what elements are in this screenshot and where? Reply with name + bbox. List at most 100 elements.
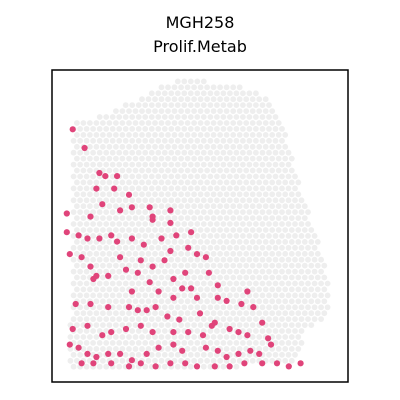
tissue-spot xyxy=(272,197,279,204)
tissue-spot xyxy=(142,316,149,322)
tissue-spot xyxy=(119,357,126,364)
tissue-spot xyxy=(266,185,272,192)
tissue-spot xyxy=(187,316,194,322)
tissue-spot xyxy=(165,108,171,114)
tissue-spot xyxy=(93,322,100,328)
tissue-spot xyxy=(207,197,214,204)
tissue-spot xyxy=(295,274,302,281)
tissue-spot xyxy=(135,316,142,322)
highlighted-spots xyxy=(63,126,304,370)
tissue-spot xyxy=(194,280,201,287)
tissue-spot xyxy=(210,179,217,186)
tissue-spot xyxy=(158,132,165,138)
tissue-spot xyxy=(246,125,253,132)
tissue-spot xyxy=(204,120,211,126)
tissue-spot xyxy=(217,274,224,281)
tissue-spot xyxy=(187,363,194,370)
tissue-spot xyxy=(204,322,211,328)
tissue-spot xyxy=(171,322,178,328)
tissue-spot xyxy=(174,351,181,358)
tissue-spot xyxy=(145,143,152,150)
tissue-spot xyxy=(256,346,263,352)
tissue-spot xyxy=(223,215,230,222)
tissue-spot xyxy=(194,221,201,227)
tissue-spot xyxy=(285,149,292,156)
tissue-spot xyxy=(171,132,178,138)
tissue-spot xyxy=(266,161,272,168)
tissue-spot xyxy=(305,316,311,322)
tissue-spot xyxy=(103,316,110,322)
tissue-spot xyxy=(210,155,217,162)
tissue-spot xyxy=(262,96,269,103)
tissue-spot xyxy=(217,132,224,138)
tissue-spot xyxy=(288,250,295,257)
tissue-spot xyxy=(106,167,113,174)
tissue-spot xyxy=(223,262,230,269)
tissue-spot xyxy=(83,197,90,204)
tissue-spot xyxy=(148,173,155,180)
tissue-spot xyxy=(292,340,298,346)
tissue-spot xyxy=(233,316,240,322)
tissue-spot xyxy=(318,268,324,275)
tissue-spot xyxy=(109,244,116,251)
tissue-spot xyxy=(106,334,113,340)
tissue-spot xyxy=(181,209,188,216)
tissue-spot xyxy=(314,310,321,317)
tissue-spot xyxy=(269,310,276,317)
tissue-spot xyxy=(230,357,237,364)
tissue-spot xyxy=(155,161,162,168)
highlighted-spot xyxy=(125,363,133,370)
highlighted-spot xyxy=(69,325,76,333)
tissue-spot xyxy=(249,262,256,269)
tissue-spot xyxy=(174,185,181,192)
tissue-spot xyxy=(282,262,289,269)
tissue-spot xyxy=(116,161,123,168)
highlighted-spot xyxy=(241,360,248,367)
tissue-spot xyxy=(90,316,96,322)
tissue-spot xyxy=(262,179,269,186)
tissue-spot xyxy=(288,191,295,198)
tissue-spot xyxy=(96,125,103,132)
tissue-spot xyxy=(184,334,191,340)
tissue-spot xyxy=(80,239,87,245)
tissue-spot xyxy=(122,221,129,227)
tissue-spot xyxy=(142,149,149,156)
tissue-spot xyxy=(181,114,188,120)
tissue-spot xyxy=(145,120,152,126)
tissue-spot xyxy=(275,167,282,174)
tissue-spot xyxy=(139,310,145,317)
tissue-spot xyxy=(236,191,243,198)
tissue-spot xyxy=(83,340,90,346)
tissue-spot xyxy=(161,363,168,370)
tissue-spot xyxy=(93,334,100,340)
tissue-spot xyxy=(246,90,253,97)
tissue-spot xyxy=(301,227,308,233)
tissue-spot xyxy=(272,125,279,132)
tissue-spot xyxy=(155,185,162,192)
tissue-spot xyxy=(259,256,266,263)
tissue-spot xyxy=(236,322,243,328)
tissue-spot xyxy=(77,149,83,156)
tissue-spot xyxy=(243,262,250,269)
tissue-spot xyxy=(269,191,276,198)
tissue-spot xyxy=(285,185,292,192)
tissue-spot xyxy=(87,346,93,352)
highlighted-spot xyxy=(143,350,150,357)
highlighted-spot xyxy=(214,347,221,354)
tissue-spot xyxy=(314,239,321,245)
tissue-spot xyxy=(100,215,106,222)
tissue-spot xyxy=(288,310,295,317)
tissue-spot xyxy=(275,334,282,340)
tissue-spot xyxy=(214,90,220,97)
tissue-spot xyxy=(275,346,282,352)
highlighted-spot xyxy=(87,300,94,308)
tissue-spot xyxy=(155,114,162,120)
tissue-spot xyxy=(197,274,204,281)
highlighted-spot xyxy=(105,350,112,357)
tissue-spot xyxy=(285,221,292,227)
tissue-spot xyxy=(100,274,106,281)
tissue-spot xyxy=(197,262,204,269)
tissue-spot xyxy=(214,197,220,204)
tissue-spot xyxy=(106,143,113,150)
tissue-spot xyxy=(135,292,142,299)
